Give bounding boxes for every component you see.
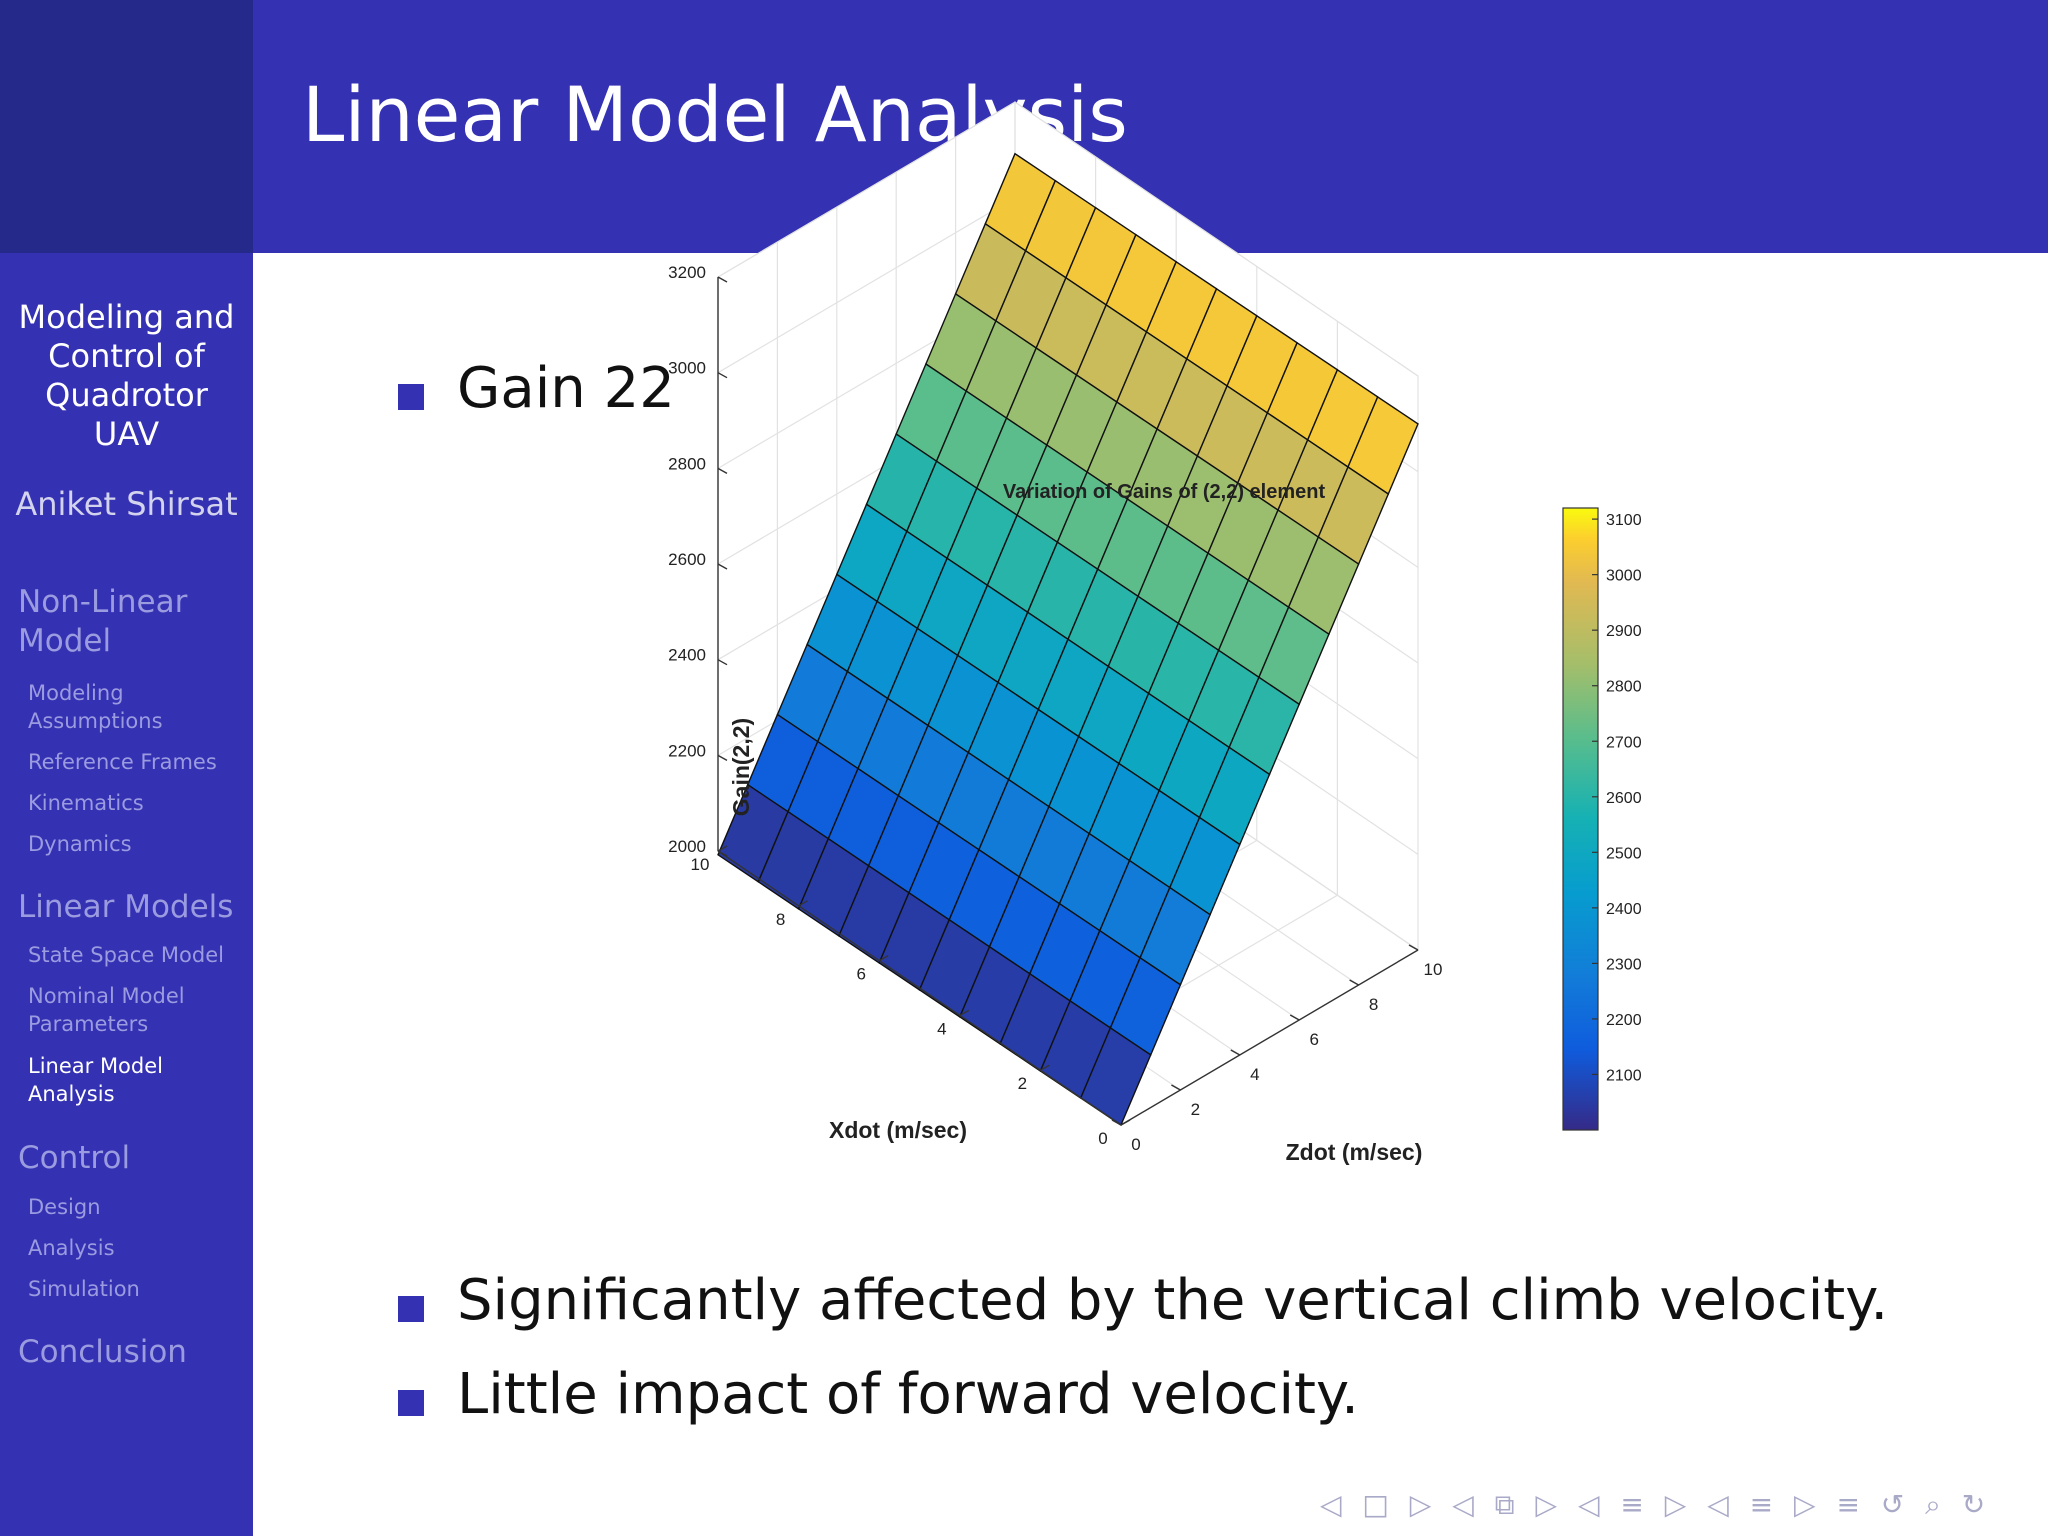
y-tick-mark [1171,1084,1181,1091]
bullet-climb-velocity: Significantly affected by the vertical c… [457,1268,1889,1333]
y-tick-mark [1289,1014,1300,1021]
y-tick-label: 6 [1309,1030,1318,1049]
y-tick-mark [1230,1049,1241,1056]
sidebar-item-simulation[interactable]: Simulation [28,1277,140,1301]
item-label-line: Linear Model [28,1054,163,1078]
z-tick-label: 2000 [668,837,706,856]
x-tick-label: 10 [691,855,710,874]
x-tick-label: 2 [1018,1074,1027,1093]
section-label-line: Non-Linear [18,584,188,620]
bullet-forward-velocity: Little impact of forward velocity. [457,1362,1359,1427]
colorbar-tick-label: 3000 [1606,568,1642,585]
x-tick-mark [717,845,728,852]
presentation-title[interactable]: Modeling and Control of Quadrotor UAV [0,298,253,454]
presentation-title-line: UAV [93,415,160,453]
x-axis-label: Xdot (m/sec) [829,1117,967,1143]
sidebar-item-dynamics[interactable]: Dynamics [28,832,132,856]
x-tick-mark [798,900,808,907]
x-tick-mark [878,954,889,962]
y-tick-label: 2 [1191,1100,1200,1119]
y-tick-label: 10 [1424,960,1443,979]
colorbar [1562,507,1599,1131]
sidebar-item-state-space-model[interactable]: State Space Model [28,943,224,967]
z-tick-label: 2800 [668,454,706,473]
z-axis-label: Gain(2,2) [728,718,754,816]
item-label-line: Assumptions [28,709,163,733]
header-corner [0,0,253,253]
x-tick-mark [1040,1064,1050,1071]
colorbar-tick-label: 2400 [1606,901,1642,918]
sidebar-section-linear-models[interactable]: Linear Models [18,889,234,925]
sidebar-item-design[interactable]: Design [28,1195,101,1219]
section-label-line: Model [18,623,112,659]
sidebar: Modeling and Control of Quadrotor UAV An… [0,253,253,1536]
y-tick-mark [1349,979,1359,986]
x-tick-label: 6 [856,965,865,984]
colorbar-tick-label: 3100 [1606,512,1642,529]
z-tick-label: 2400 [668,646,706,665]
author-name[interactable]: Aniket Shirsat [15,485,238,523]
sidebar-item-reference-frames[interactable]: Reference Frames [28,750,217,774]
y-axis-line [1120,949,1419,1126]
colorbar-tick-label: 2600 [1606,790,1642,807]
z-tick-label: 2200 [668,741,706,760]
sidebar-section-control[interactable]: Control [18,1140,131,1176]
z-tick-label: 3200 [668,263,706,282]
presentation-title-line: Quadrotor [45,376,208,414]
sidebar-item-linear-model-analysis[interactable]: Linear Model Analysis [28,1052,163,1108]
colorbar-tick-label: 2200 [1606,1012,1642,1029]
item-label-line: Analysis [28,1082,115,1106]
colorbar-tick-label: 2100 [1606,1067,1642,1084]
item-label-line: Nominal Model [28,984,185,1008]
sidebar-item-modeling-assumptions[interactable]: Modeling Assumptions [28,679,163,735]
z-tick-mark [717,659,728,666]
colorbar-tick-label: 2700 [1606,734,1642,751]
colorbar-tick-label: 2300 [1606,956,1642,973]
y-tick-mark [1111,1119,1122,1126]
y-axis-label: Zdot (m/sec) [1286,1139,1423,1165]
x-tick-label: 0 [1098,1129,1107,1148]
z-tick-mark [717,276,728,283]
item-label-line: Modeling [28,681,124,705]
y-tick-label: 0 [1131,1135,1140,1154]
bullet-marker [398,1296,424,1322]
colorbar-tick-label: 2900 [1606,623,1642,640]
z-tick-mark [717,754,728,761]
sidebar-item-analysis[interactable]: Analysis [28,1236,115,1260]
y-tick-label: 8 [1369,995,1378,1014]
chart-title: Variation of Gains of (2,2) element [1003,481,1326,503]
sidebar-item-nominal-model-parameters[interactable]: Nominal Model Parameters [28,982,185,1038]
x-tick-label: 8 [776,910,785,929]
z-tick-mark [717,372,728,379]
x-tick-mark [1120,1119,1131,1126]
colorbar-tick-label: 2800 [1606,679,1642,696]
y-tick-mark [1408,944,1419,951]
sidebar-section-non-linear-model[interactable]: Non-Linear Model [18,583,187,661]
z-tick-label: 2600 [668,550,706,569]
sidebar-section-conclusion[interactable]: Conclusion [18,1334,187,1370]
x-tick-mark [959,1009,970,1017]
bullet-marker [398,384,424,410]
z-tick-mark [717,467,728,474]
presentation-title-line: Modeling and [18,298,235,336]
x-axis-line [717,850,1122,1126]
bullet-marker [398,1390,424,1416]
x-tick-label: 4 [937,1019,946,1038]
beamer-navigation-bar[interactable]: ◁ □ ▷ ◁ ⧉ ▷ ◁ ≡ ▷ ◁ ≡ ▷ ≡ ↺ ⌕ ↻ [1320,1488,1992,1521]
colorbar-tick-label: 2500 [1606,845,1642,862]
z-tick-mark [717,850,728,857]
y-tick-label: 4 [1250,1065,1259,1084]
presentation-title-line: Control of [48,337,205,375]
z-tick-mark [717,563,728,570]
z-tick-label: 3000 [668,359,706,378]
sidebar-item-kinematics[interactable]: Kinematics [28,791,144,815]
bullet-gain-22: Gain 22 [457,356,675,421]
item-label-line: Parameters [28,1012,149,1036]
